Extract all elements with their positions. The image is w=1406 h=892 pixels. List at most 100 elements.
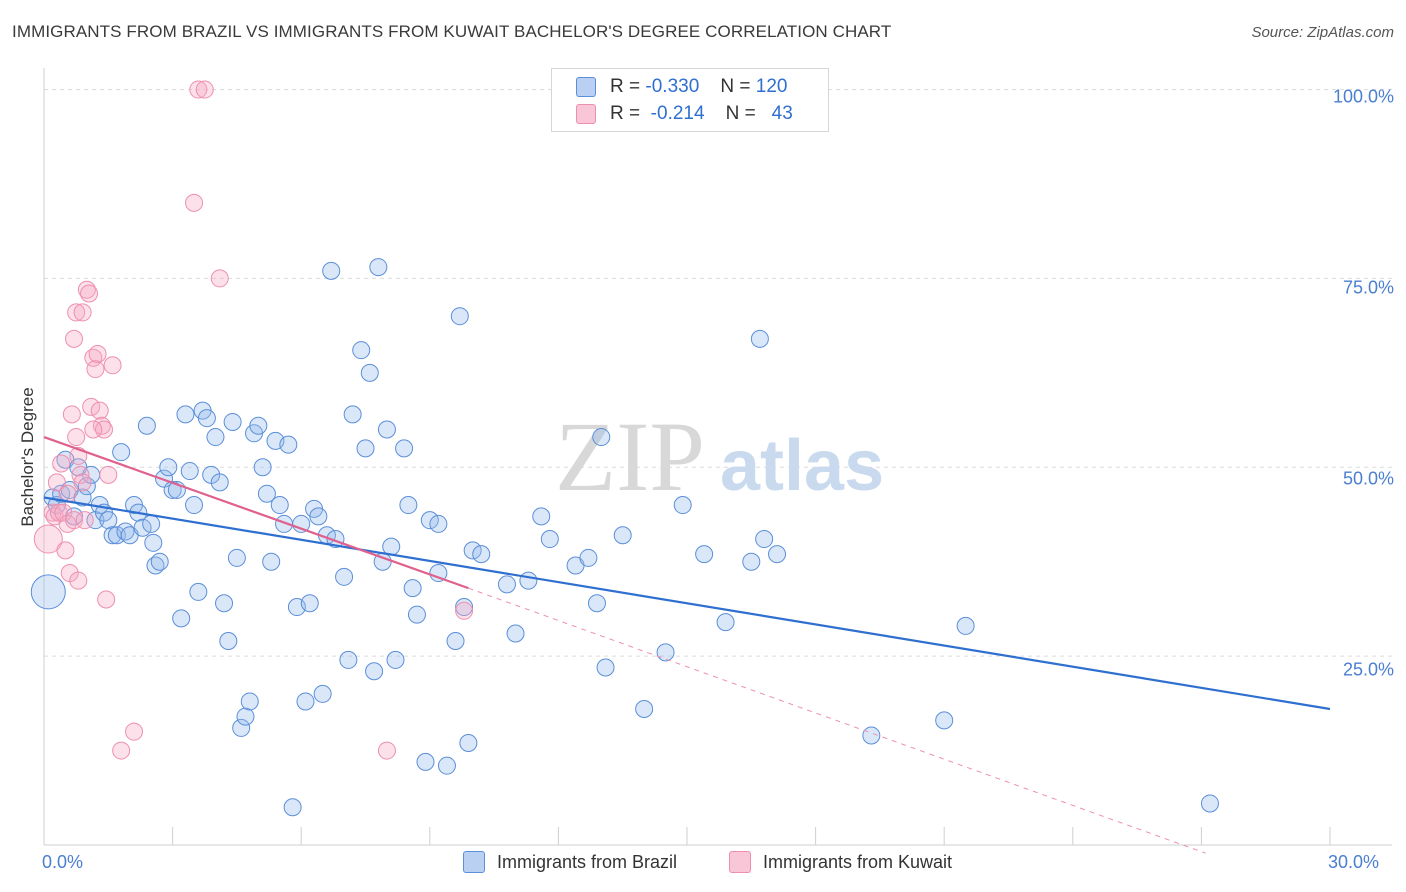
brazil-point [159,458,178,477]
kuwait-point [75,511,94,530]
r-value: -0.214 [650,103,705,124]
kuwait-point [195,80,214,99]
brazil-point [360,363,379,382]
kuwait-point [88,344,107,363]
n-value: 120 [755,76,788,97]
brazil-point [107,526,126,545]
brazil-point [399,496,418,515]
watermark: ZIP atlas [555,401,884,512]
y-tick-label: 75.0% [1342,277,1394,298]
kuwait-point [86,360,105,379]
y-tick-label: 50.0% [1342,468,1394,489]
kuwait-point [67,303,86,322]
brazil-point [742,552,761,571]
kuwait-point [62,405,81,424]
kuwait-point [125,722,144,741]
kuwait-point [80,284,99,303]
brazil-point [592,428,611,447]
brazil-point [206,428,225,447]
kuwait-point [73,473,92,492]
brazil-point [750,329,769,348]
watermark-atlas: atlas [720,426,884,506]
brazil-point [352,341,371,360]
brazil-point [1200,794,1219,813]
brazil-point [472,545,491,564]
legend-item-kuwait[interactable]: Immigrants from Kuwait [729,851,952,873]
brazil-point [223,412,242,431]
brazil-point [695,545,714,564]
axes [43,68,1392,846]
brazil-point [365,662,384,681]
legend-label-brazil: Immigrants from Brazil [497,851,678,872]
kuwait-point [69,571,88,590]
brazil-point [144,533,163,552]
brazil-point [142,514,161,533]
r-label: R = [610,103,641,124]
n-label: N = [725,103,756,124]
brazil-point [150,552,169,571]
brazil-point [437,756,456,775]
brazil-point [296,692,315,711]
brazil-point [459,734,478,753]
brazil-point [403,579,422,598]
brazil-point [540,530,559,549]
kuwait-point [82,397,101,416]
series-kuwait-points [33,80,474,760]
brazil-point [163,480,182,499]
kuwait-point [95,420,114,439]
chart-title: IMMIGRANTS FROM BRAZIL VS IMMIGRANTS FRO… [12,22,892,41]
brazil-point [322,261,341,280]
brazil-point [420,511,439,530]
brazil-point [236,707,255,726]
brazil-point [596,658,615,677]
r-label: R = [610,76,641,97]
r-value: -0.330 [645,76,700,97]
brazil-point [339,650,358,669]
n-value: 43 [771,103,793,124]
brazil-point [215,594,234,613]
brazil-swatch [576,77,596,97]
brazil-point [416,752,435,771]
brazil-point [635,700,654,719]
brazil-point [253,458,272,477]
kuwait-point [112,741,131,760]
brazil-point [716,613,735,632]
kuwait-point [33,524,63,554]
brazil-trend-line [43,496,1331,711]
x-tick-label: 30.0% [1328,852,1380,872]
kuwait-point [71,465,90,484]
brazil-point [73,488,92,507]
kuwait-point [65,329,84,348]
brazil-point [519,571,538,590]
trend-lines [43,436,1331,854]
brazil-point [407,605,426,624]
brazil-point [210,473,229,492]
brazil-point [429,514,448,533]
brazil-point [240,692,259,711]
brazil-point [52,484,71,503]
brazil-point [386,650,405,669]
brazil-point [377,420,396,439]
kuwait-point [99,465,118,484]
kuwait-point [84,420,103,439]
kuwait-point [103,356,122,375]
brazil-point [313,684,332,703]
kuwait-point [56,541,75,560]
brazil-point [137,416,156,435]
kuwait-point [97,590,116,609]
brazil-point [343,405,362,424]
brazil-point [356,439,375,458]
brazil-point [395,439,414,458]
kuwait-point [52,454,71,473]
legend-item-brazil[interactable]: Immigrants from Brazil [463,851,677,873]
brazil-point [133,518,152,537]
brazil-point [232,718,251,737]
brazil-point [497,575,516,594]
brazil-point [197,409,216,428]
brazil-point [219,632,238,651]
watermark-zip: ZIP [555,401,705,512]
kuwait-legend-swatch [729,851,751,873]
stats-legend: R = -0.330 N = 120 R = -0.214 N = 43 [551,68,829,132]
source-label: Source: ZipAtlas.com [1251,24,1394,41]
brazil-point [99,511,118,530]
